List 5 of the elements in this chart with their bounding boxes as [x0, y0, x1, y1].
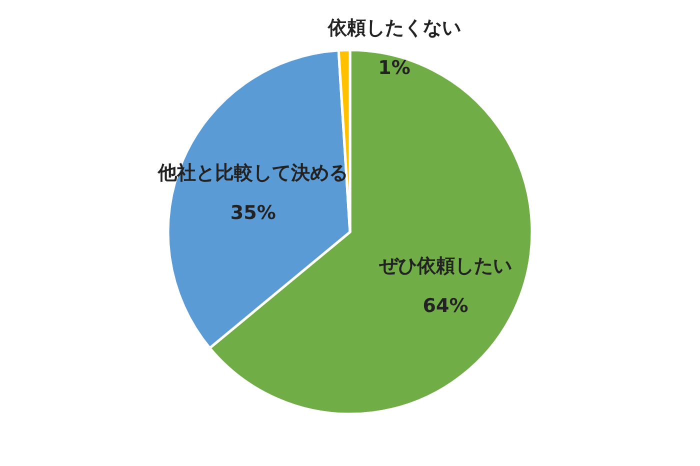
- slice-label: 依頼したくない: [326, 17, 461, 39]
- data-label: 35%: [230, 202, 276, 224]
- data-label: 64%: [422, 295, 468, 318]
- data-label: 1%: [378, 57, 410, 79]
- slice-label: ぜひ依頼したい: [378, 255, 512, 278]
